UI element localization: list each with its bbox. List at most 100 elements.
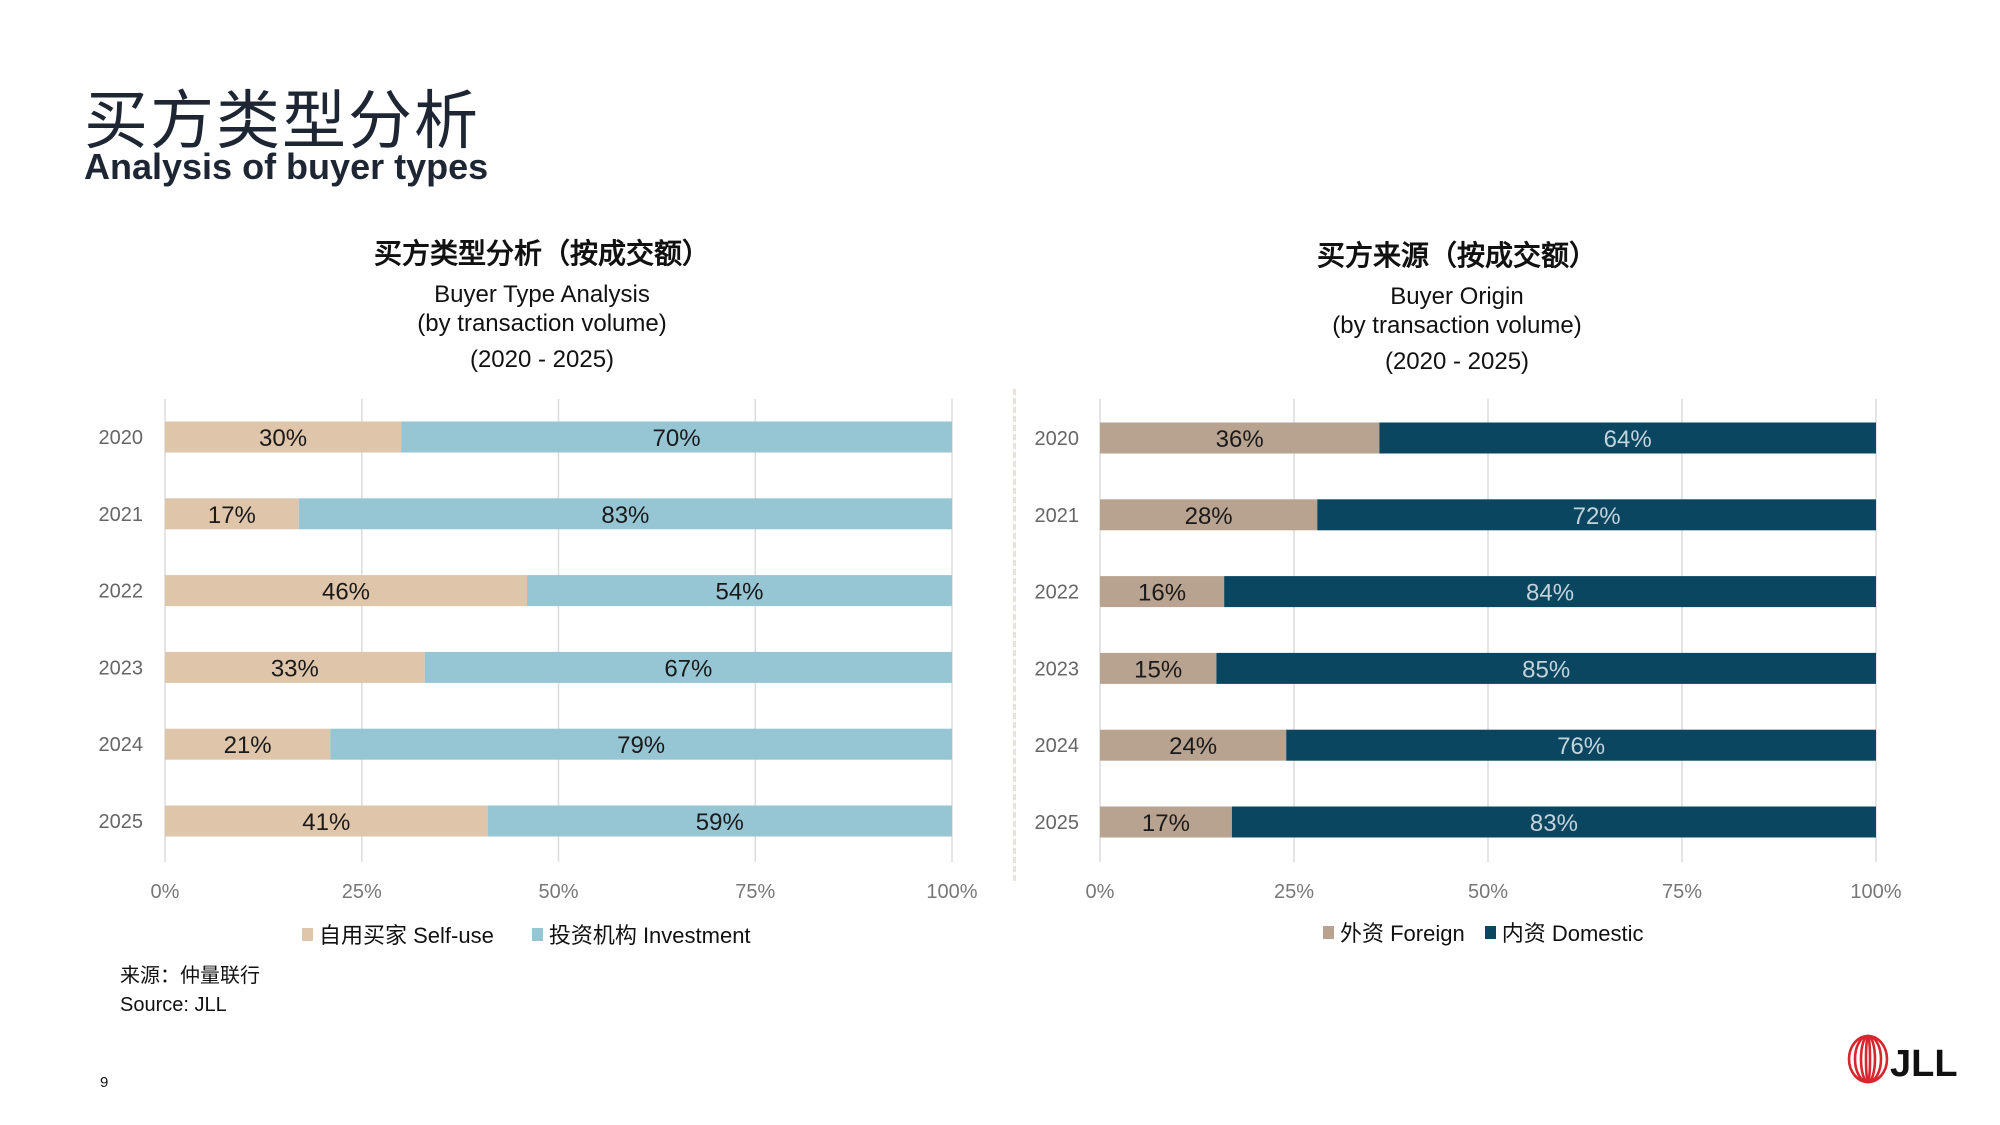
bar-segment — [1100, 422, 1380, 454]
legend-swatch — [1484, 925, 1496, 939]
x-tick-label: 50% — [538, 881, 578, 903]
chart-subtitle: Buyer Type Analysis — [434, 281, 650, 308]
page-number: 9 — [100, 1074, 109, 1091]
data-label: 17% — [1142, 810, 1190, 837]
jll-logo-text: JLL — [1890, 1043, 1958, 1084]
data-label: 85% — [1522, 656, 1570, 683]
source-zh: 来源：仲量联行 — [120, 965, 260, 987]
bar-segment — [165, 498, 299, 530]
data-label: 24% — [1169, 733, 1217, 760]
x-tick-label: 0% — [151, 881, 180, 903]
y-tick-label: 2022 — [99, 581, 144, 603]
bar-segment — [165, 421, 402, 453]
legend-item-domestic: 内资 Domestic — [1484, 916, 1644, 948]
bar-segment — [298, 498, 952, 530]
chart-title-right: 买方来源（按成交额） Buyer Origin (by transaction … — [1107, 234, 1807, 376]
bar-segment — [165, 805, 488, 837]
bar-segment — [1100, 729, 1287, 761]
bar-segment — [330, 728, 952, 760]
x-tick-label: 25% — [342, 881, 382, 903]
bar-segment — [1100, 806, 1232, 838]
y-tick-label: 2021 — [1035, 505, 1080, 527]
data-label: 76% — [1557, 733, 1605, 760]
bar-segment — [165, 651, 425, 683]
data-label: 59% — [696, 809, 744, 836]
data-label: 28% — [1185, 503, 1233, 530]
legend-label: 内资 Domestic — [1501, 921, 1644, 946]
x-tick-label: 100% — [926, 881, 977, 903]
x-tick-label: 100% — [1850, 881, 1901, 903]
chart-subtitle: Buyer Origin — [1390, 283, 1524, 310]
jll-logo: JLL — [1847, 1034, 1958, 1084]
legend-swatch — [302, 927, 313, 941]
chart-subtitle-2: (by transaction volume) — [417, 310, 667, 337]
bar-segment — [424, 651, 953, 683]
bar-segment — [1286, 729, 1876, 761]
legend-swatch — [1323, 925, 1334, 939]
bar-segment — [1317, 499, 1876, 531]
chart-title-zh: 买方来源（按成交额） — [1316, 240, 1597, 271]
data-label: 21% — [224, 732, 272, 759]
data-label: 64% — [1604, 426, 1652, 453]
data-label: 54% — [715, 579, 763, 606]
data-label: 36% — [1216, 426, 1264, 453]
data-label: 30% — [259, 425, 307, 452]
x-tick-label: 50% — [1468, 881, 1508, 903]
data-label: 70% — [653, 425, 701, 452]
x-tick-label: 0% — [1086, 881, 1115, 903]
data-label: 84% — [1526, 580, 1574, 607]
legend-left: 自用买家 Self-use 投资机构 Investment — [302, 918, 751, 950]
data-label: 83% — [601, 502, 649, 529]
legend-right: 外资 Foreign 内资 Domestic — [1323, 916, 1644, 948]
legend-label: 自用买家 Self-use — [319, 923, 494, 948]
bar-segment — [1100, 652, 1217, 684]
bar-segment — [1379, 422, 1876, 454]
x-tick-label: 75% — [735, 881, 775, 903]
legend-label: 投资机构 Investment — [548, 923, 751, 948]
legend-label: 外资 Foreign — [1340, 921, 1465, 946]
page-title-en: Analysis of buyer types — [84, 146, 489, 187]
legend-swatch — [531, 927, 543, 941]
data-label: 41% — [302, 809, 350, 836]
bar-segment — [1100, 576, 1225, 608]
chart-title-zh: 买方类型分析（按成交额） — [373, 238, 710, 269]
divider — [1013, 389, 1016, 881]
bar-segment — [401, 421, 953, 453]
page-title-zh: 买方类型分析 — [84, 85, 480, 157]
bar-segment — [1216, 652, 1876, 684]
y-tick-label: 2025 — [99, 811, 144, 833]
data-label: 72% — [1573, 503, 1621, 530]
x-tick-label: 25% — [1274, 881, 1314, 903]
y-tick-label: 2023 — [1035, 658, 1080, 680]
chart-title-left: 买方类型分析（按成交额） Buyer Type Analysis (by tra… — [192, 232, 892, 374]
y-tick-label: 2023 — [99, 657, 144, 679]
y-tick-label: 2020 — [99, 427, 144, 449]
legend-item-investment: 投资机构 Investment — [531, 918, 751, 950]
chart-period: (2020 - 2025) — [1384, 348, 1530, 375]
y-tick-label: 2025 — [1035, 812, 1080, 834]
y-tick-label: 2020 — [1035, 428, 1080, 450]
bar-segment — [1100, 499, 1318, 531]
bar-segment — [165, 728, 331, 760]
bar-segment — [527, 575, 952, 607]
y-tick-label: 2021 — [99, 504, 144, 526]
bar-segment — [487, 805, 952, 837]
data-label: 83% — [1530, 810, 1578, 837]
data-label: 17% — [208, 502, 256, 529]
data-label: 46% — [322, 579, 370, 606]
y-tick-label: 2024 — [99, 734, 144, 756]
data-label: 16% — [1138, 580, 1186, 607]
data-label: 67% — [664, 655, 712, 682]
bar-segment — [1224, 576, 1876, 608]
legend-item-self-use: 自用买家 Self-use — [302, 918, 494, 950]
bar-segment — [165, 575, 528, 607]
source-note: 来源：仲量联行 Source: JLL — [120, 962, 260, 1020]
data-label: 79% — [617, 732, 665, 759]
source-en: Source: JLL — [120, 994, 227, 1016]
x-tick-label: 75% — [1662, 881, 1702, 903]
bar-segment — [1231, 806, 1876, 838]
data-label: 33% — [271, 655, 319, 682]
chart-subtitle-2: (by transaction volume) — [1332, 312, 1582, 339]
legend-item-foreign: 外资 Foreign — [1323, 916, 1465, 948]
